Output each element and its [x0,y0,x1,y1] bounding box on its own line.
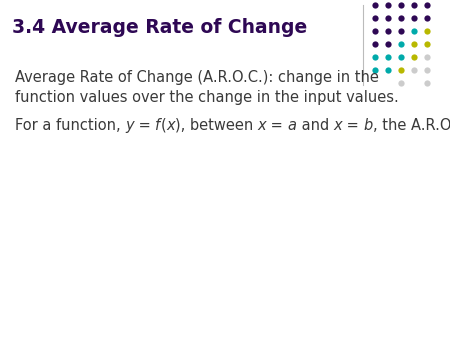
Text: b: b [364,118,373,133]
Text: =: = [266,118,288,133]
Text: x: x [257,118,266,133]
Text: function values over the change in the input values.: function values over the change in the i… [15,90,399,105]
Text: ), between: ), between [175,118,257,133]
Text: and: and [297,118,333,133]
Text: x: x [333,118,342,133]
Text: y: y [125,118,134,133]
Text: , the A.R.O.C is:: , the A.R.O.C is: [373,118,450,133]
Text: =: = [342,118,364,133]
Text: 3.4 Average Rate of Change: 3.4 Average Rate of Change [12,18,307,37]
Text: Average Rate of Change (A.R.O.C.): change in the: Average Rate of Change (A.R.O.C.): chang… [15,70,379,85]
Text: a: a [288,118,297,133]
Text: (: ( [160,118,166,133]
Text: f: f [155,118,160,133]
Text: For a function,: For a function, [15,118,125,133]
Text: x: x [166,118,175,133]
Text: =: = [134,118,155,133]
